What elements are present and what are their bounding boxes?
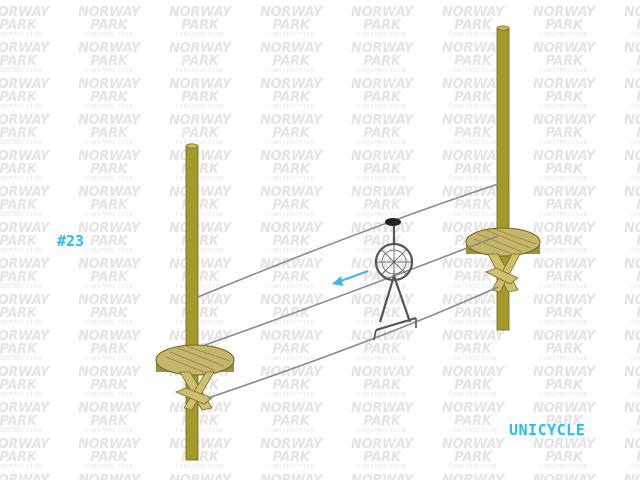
left-pole — [185, 143, 199, 461]
cables — [197, 183, 499, 399]
element-name-label: UNICYCLE — [509, 421, 586, 439]
right-platform — [465, 227, 541, 293]
direction-arrow — [332, 270, 369, 286]
unicycle-illustration — [373, 218, 417, 341]
course-number-label: #23 — [57, 232, 85, 250]
left-platform — [155, 344, 235, 411]
